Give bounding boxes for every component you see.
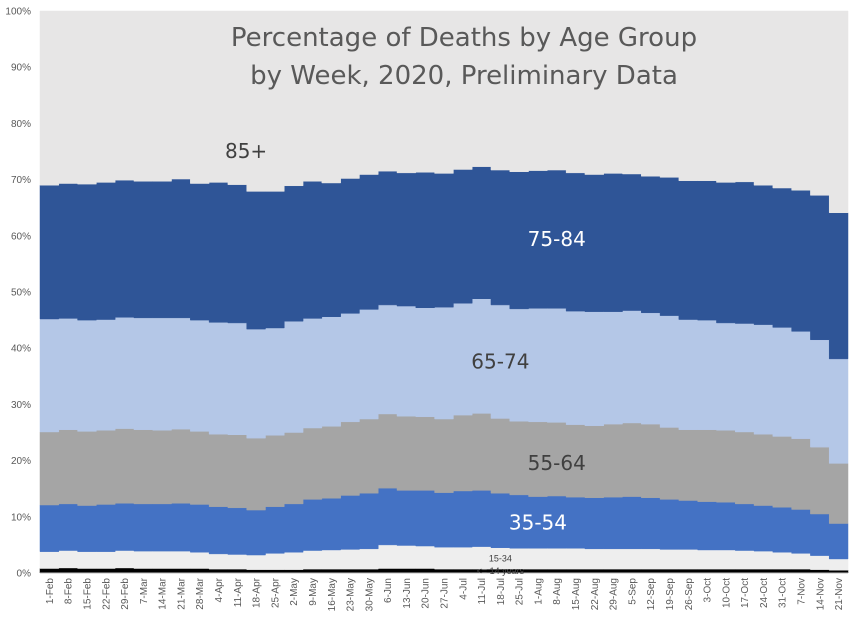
y-tick-label: 10% xyxy=(11,512,31,523)
y-tick-label: 60% xyxy=(11,231,31,242)
y-tick-label: 100% xyxy=(5,7,31,18)
x-tick-label: 9-May xyxy=(308,578,319,606)
y-tick-label: 50% xyxy=(11,288,31,299)
y-tick-label: 90% xyxy=(11,63,31,74)
chart-title-line-1: Percentage of Deaths by Age Group xyxy=(231,23,697,53)
x-tick-label: 18-Jul xyxy=(496,578,507,605)
x-tick-label: 16-May xyxy=(327,578,338,611)
x-tick-label: 15-Aug xyxy=(571,578,582,610)
series-label-85: 85+ xyxy=(225,139,267,163)
x-tick-label: 3-Oct xyxy=(703,578,714,603)
series-label-65-74: 65-74 xyxy=(471,350,529,374)
x-tick-label: 10-Oct xyxy=(721,578,732,608)
x-tick-label: 1-Feb xyxy=(45,578,56,605)
y-tick-label: 70% xyxy=(11,175,31,186)
x-tick-label: 25-Jul xyxy=(515,578,526,605)
x-tick-label: 11-Apr xyxy=(233,577,244,607)
x-tick-label: 4-Jul xyxy=(458,578,469,600)
x-tick-label: 4-Apr xyxy=(214,577,225,602)
x-tick-label: 21-Mar xyxy=(176,577,187,609)
x-tick-label: 17-Oct xyxy=(740,578,751,608)
x-tick-label: 22-Feb xyxy=(101,578,112,610)
series-label-14-years: <= 14 years xyxy=(477,566,525,576)
x-tick-label: 14-Mar xyxy=(158,577,169,609)
x-tick-label: 20-Jun xyxy=(421,578,432,609)
x-tick-label: 30-May xyxy=(364,578,375,611)
series-label-15-34: 15-34 xyxy=(489,554,512,564)
series-label-75-84: 75-84 xyxy=(528,227,586,251)
x-tick-label: 7-Nov xyxy=(797,578,808,605)
y-axis: 0% 10% 20% 30% 40% 50% 60% 70% 80% 90% 100% xyxy=(5,7,31,580)
x-tick-label: 6-Jun xyxy=(383,578,394,603)
series-labels: <= 14 years 15-34 35-54 55-64 65-74 75-84 85+ xyxy=(225,139,586,576)
x-tick-label: 7-Mar xyxy=(139,577,150,604)
x-tick-label: 24-Oct xyxy=(759,578,770,608)
x-tick-label: 19-Sep xyxy=(665,578,676,611)
bands-layer xyxy=(39,10,849,574)
x-tick-label: 29-Feb xyxy=(120,578,131,610)
x-tick-label: 13-Jun xyxy=(402,578,413,609)
x-tick-label: 29-Aug xyxy=(609,578,620,610)
x-tick-label: 23-May xyxy=(346,578,357,611)
series-label-55-64: 55-64 xyxy=(528,451,586,475)
x-tick-label: 25-Apr xyxy=(270,577,281,608)
x-tick-label: 2-May xyxy=(289,578,300,606)
y-tick-label: 30% xyxy=(11,400,31,411)
x-tick-label: 8-Feb xyxy=(64,578,75,605)
y-tick-label: 20% xyxy=(11,456,31,467)
x-tick-label: 11-Jul xyxy=(477,578,488,605)
x-tick-label: 26-Sep xyxy=(684,578,695,611)
chart-title-line-2: by Week, 2020, Preliminary Data xyxy=(250,61,678,91)
series-label-35-54: 35-54 xyxy=(509,510,567,534)
x-tick-label: 18-Apr xyxy=(252,577,263,608)
y-tick-label: 80% xyxy=(11,119,31,130)
series-band-85 xyxy=(39,10,849,214)
y-tick-label: 0% xyxy=(17,569,32,580)
x-tick-label: 21-Nov xyxy=(834,578,845,610)
x-tick-label: 5-Sep xyxy=(627,578,638,605)
x-tick-label: 15-Feb xyxy=(82,578,93,610)
x-tick-label: 12-Sep xyxy=(646,578,657,611)
x-tick-label: 31-Oct xyxy=(778,578,789,608)
x-tick-label: 8-Aug xyxy=(552,578,563,605)
x-tick-label: 22-Aug xyxy=(590,578,601,610)
x-tick-label: 28-Mar xyxy=(195,577,206,609)
x-axis: 1-Feb 8-Feb 15-Feb 22-Feb 29-Feb 7-Mar 14-Mar 2… xyxy=(45,577,845,611)
x-tick-label: 27-Jun xyxy=(440,578,451,609)
y-tick-label: 40% xyxy=(11,344,31,355)
x-tick-label: 1-Aug xyxy=(533,578,544,605)
x-tick-label: 14-Nov xyxy=(815,578,826,610)
